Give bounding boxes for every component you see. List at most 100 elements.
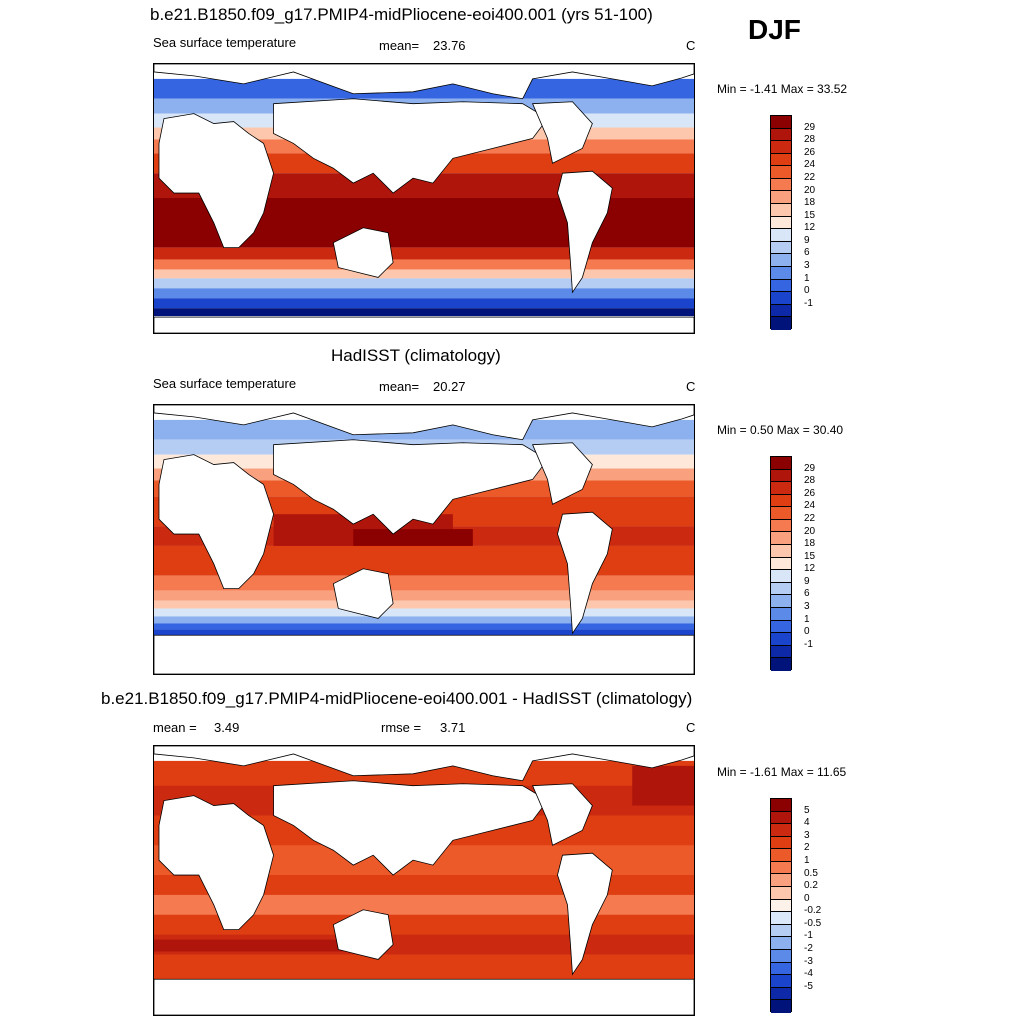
colorbar-tick-label: -2 [804, 943, 813, 955]
colorbar-segment [771, 582, 791, 596]
colorbar-tick-label: 1 [804, 854, 810, 866]
panel1-colorbar [770, 115, 792, 330]
colorbar-segment [771, 304, 791, 318]
colorbar-tick-label: 0 [804, 285, 810, 297]
colorbar-segment [771, 937, 791, 950]
colorbar-tick-label: 0.2 [804, 880, 818, 892]
panel3-title: b.e21.B1850.f09_g17.PMIP4-midPliocene-eo… [101, 689, 693, 708]
panel3-map-svg [154, 746, 694, 1015]
colorbar-tick-label: 15 [804, 209, 816, 221]
colorbar-segment [771, 861, 791, 875]
colorbar-tick-label: 6 [804, 588, 810, 600]
panel2-map-svg [154, 405, 694, 674]
colorbar-segment [771, 962, 791, 976]
colorbar-tick-label: 0 [804, 892, 810, 904]
panel1-map [153, 63, 695, 334]
colorbar-segment [771, 469, 791, 483]
colorbar-tick-label: 12 [804, 563, 816, 575]
colorbar-tick-label: 1 [804, 272, 810, 284]
panel1-title: b.e21.B1850.f09_g17.PMIP4-midPliocene-eo… [150, 5, 653, 24]
colorbar-segment [771, 128, 791, 142]
colorbar-tick-label: 22 [804, 512, 816, 524]
panel2-variable-label: Sea surface temperature [153, 376, 297, 391]
colorbar-segment [771, 607, 791, 621]
panel3-rmse-value: 3.71 [440, 720, 466, 735]
colorbar-tick-label: 0 [804, 626, 810, 638]
colorbar-segment [771, 799, 791, 812]
colorbar-segment [771, 519, 791, 533]
panel3-minmax: Min = -1.61 Max = 11.65 [717, 765, 847, 779]
colorbar-tick-label: -5 [804, 980, 813, 992]
colorbar-segment [771, 975, 791, 988]
colorbar-segment [771, 545, 791, 558]
colorbar-segment [771, 266, 791, 280]
colorbar-segment [771, 849, 791, 862]
panel2-units: C [686, 379, 696, 394]
colorbar-segment [771, 317, 791, 330]
colorbar-tick-label: -0.5 [804, 917, 822, 929]
colorbar-segment [771, 645, 791, 659]
colorbar-tick-label: 3 [804, 829, 810, 841]
colorbar-segment [771, 229, 791, 242]
season-label: DJF [748, 14, 801, 45]
colorbar-tick-label: 20 [804, 525, 816, 537]
colorbar-tick-label: 15 [804, 550, 816, 562]
panel3-continents [154, 746, 694, 1015]
colorbar-segment [771, 824, 791, 837]
colorbar-tick-label: 26 [804, 487, 816, 499]
panel2-colorbar [770, 456, 792, 671]
colorbar-segment [771, 494, 791, 508]
colorbar-segment [771, 570, 791, 583]
panel1-mean-value: 23.76 [433, 38, 466, 53]
colorbar-tick-label: 18 [804, 197, 816, 209]
colorbar-segment [771, 457, 791, 470]
colorbar-segment [771, 241, 791, 255]
panel2-title: HadISST (climatology) [331, 346, 501, 365]
colorbar-segment [771, 633, 791, 646]
colorbar-segment [771, 178, 791, 192]
colorbar-tick-label: 20 [804, 184, 816, 196]
panel1-minmax: Min = -1.41 Max = 33.52 [717, 82, 848, 96]
panel2-minmax: Min = 0.50 Max = 30.40 [717, 423, 844, 437]
colorbar-segment [771, 204, 791, 217]
colorbar-segment [771, 216, 791, 230]
colorbar-tick-label: -3 [804, 955, 813, 967]
colorbar-segment [771, 482, 791, 495]
panel1-map-svg [154, 64, 694, 333]
colorbar-tick-label: 22 [804, 171, 816, 183]
colorbar-segment [771, 116, 791, 129]
colorbar-segment [771, 557, 791, 571]
colorbar-segment [771, 507, 791, 520]
colorbar-segment [771, 279, 791, 293]
colorbar-tick-label: 3 [804, 260, 810, 272]
colorbar-segment [771, 949, 791, 963]
colorbar-tick-label: 9 [804, 575, 810, 587]
colorbar-segment [771, 595, 791, 608]
colorbar-tick-label: 1 [804, 613, 810, 625]
panel2-continents [154, 405, 694, 674]
colorbar-segment [771, 874, 791, 888]
panel1-variable-label: Sea surface temperature [153, 35, 297, 50]
colorbar-segment [771, 191, 791, 205]
panel2-map [153, 404, 695, 675]
panel3-units: C [686, 720, 696, 735]
panel3-map [153, 745, 695, 1016]
colorbar-tick-label: -0.2 [804, 905, 822, 917]
colorbar-tick-label: 0.5 [804, 867, 818, 879]
colorbar-segment [771, 166, 791, 179]
colorbar-segment [771, 836, 791, 850]
colorbar-tick-label: 18 [804, 538, 816, 550]
colorbar-segment [771, 153, 791, 167]
colorbar-tick-label: 12 [804, 222, 816, 234]
panel2-mean-value: 20.27 [433, 379, 466, 394]
colorbar-tick-label: 28 [804, 475, 816, 487]
colorbar-tick-label: 2 [804, 842, 810, 854]
panel3-mean-label: mean = [153, 720, 197, 735]
colorbar-segment [771, 912, 791, 925]
panel1-units: C [686, 38, 696, 53]
colorbar-tick-label: -1 [804, 930, 813, 942]
colorbar-tick-label: 29 [804, 121, 816, 133]
colorbar-tick-label: 24 [804, 500, 816, 512]
colorbar-segment [771, 811, 791, 825]
panel3-rmse-label: rmse = [381, 720, 422, 735]
